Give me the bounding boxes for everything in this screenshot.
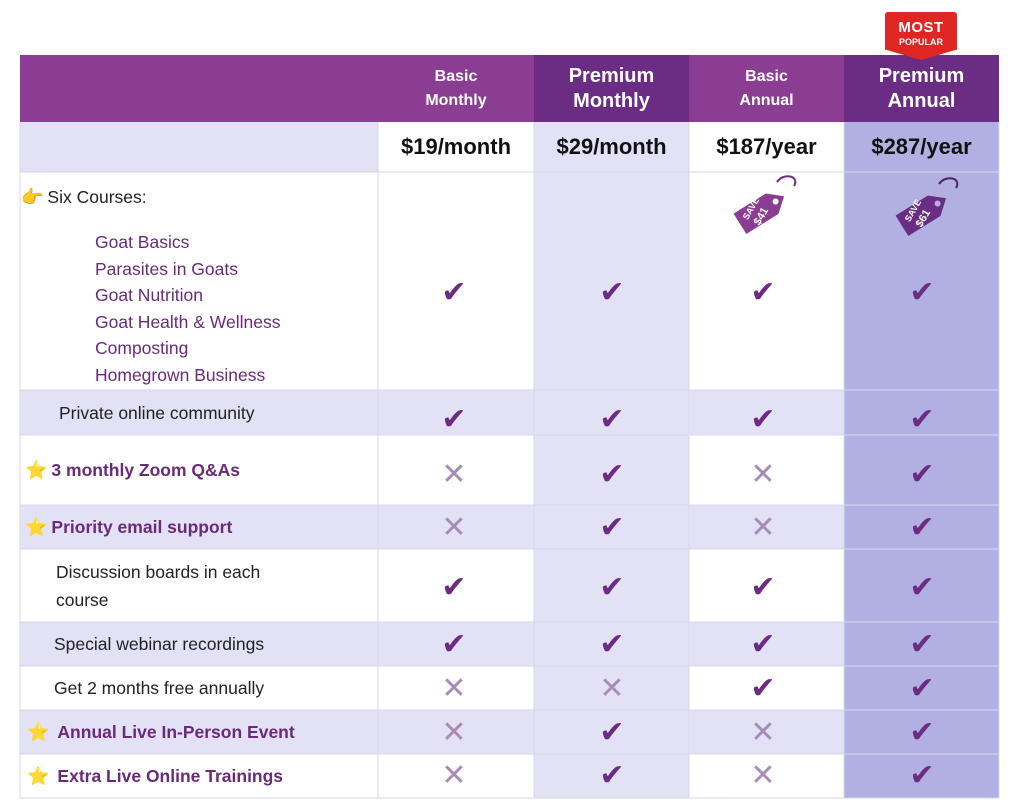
check-icon: ✔ xyxy=(599,627,625,662)
check-icon: ✔ xyxy=(599,758,625,793)
feature-private-community: Private online community xyxy=(21,392,377,435)
plan-header-basic-annual: Basic Annual xyxy=(689,55,844,122)
course-item: Goat Basics xyxy=(95,232,190,252)
check-icon: ✔ xyxy=(750,671,776,706)
check-icon: ✔ xyxy=(599,715,625,750)
cross-icon: ✕ xyxy=(750,715,776,750)
plan-name: Basic Annual xyxy=(739,67,794,109)
feature-zoom-qa: ⭐ 3 monthly Zoom Q&As xyxy=(21,436,377,505)
cross-icon: ✕ xyxy=(441,510,467,545)
price-premium-annual: $287/year xyxy=(871,134,972,159)
feature-label: Annual Live In-Person Event xyxy=(57,722,295,742)
feature-discussion-boards: Discussion boards in each course xyxy=(21,550,377,622)
feature-label: 3 monthly Zoom Q&As xyxy=(51,460,241,480)
check-icon: ✔ xyxy=(441,402,467,437)
check-icon: ✔ xyxy=(909,510,935,545)
cross-icon: ✕ xyxy=(441,457,467,492)
plan-header-premium-annual: Premium Annual xyxy=(844,55,999,122)
check-icon: ✔ xyxy=(909,275,935,310)
course-item: Homegrown Business xyxy=(95,364,266,385)
check-icon: ✔ xyxy=(441,275,467,310)
check-icon: ✔ xyxy=(441,570,467,605)
check-icon: ✔ xyxy=(750,402,776,437)
cross-icon: ✕ xyxy=(750,510,776,545)
feature-label: Special webinar recordings xyxy=(54,634,265,654)
price-tag-icon: SAVE $41 xyxy=(722,170,802,234)
check-icon: ✔ xyxy=(599,570,625,605)
most-popular-badge: MOST POPULAR xyxy=(885,12,957,60)
price-premium-monthly: $29/month xyxy=(556,134,667,159)
plan-name: Premium Annual xyxy=(878,64,965,112)
check-icon: ✔ xyxy=(750,570,776,605)
course-item: Composting xyxy=(95,338,189,358)
check-icon: ✔ xyxy=(750,627,776,662)
star-icon: ⭐ xyxy=(27,766,50,786)
check-icon: ✔ xyxy=(909,715,935,750)
star-icon: ⭐ xyxy=(27,722,50,742)
check-icon: ✔ xyxy=(909,402,935,437)
feature-webinar-recordings: Special webinar recordings xyxy=(21,623,377,666)
check-icon: ✔ xyxy=(750,275,776,310)
feature-label: Get 2 months free annually xyxy=(54,678,265,698)
ribbon-shape xyxy=(885,12,957,60)
price-tag-icon: SAVE $61 xyxy=(884,172,964,236)
feature-label: Priority email support xyxy=(51,517,233,537)
point-right-icon: 👉 xyxy=(21,186,44,207)
feature-label: Private online community xyxy=(59,403,255,423)
plan-header-premium-monthly: Premium Monthly xyxy=(534,55,689,122)
cross-icon: ✕ xyxy=(441,671,467,706)
plan-header-basic-monthly: Basic Monthly xyxy=(378,55,534,122)
six-courses-heading: 👉 Six Courses: xyxy=(21,182,377,212)
course-list: Goat Basics Parasites in Goats Goat Nutr… xyxy=(95,229,280,388)
course-item: Goat Nutrition xyxy=(95,285,203,305)
check-icon: ✔ xyxy=(909,627,935,662)
course-item: Parasites in Goats xyxy=(95,258,238,279)
badge-line1: MOST xyxy=(898,19,944,36)
check-icon: ✔ xyxy=(599,275,625,310)
plan-name: Premium Monthly xyxy=(568,64,655,112)
cross-icon: ✕ xyxy=(750,758,776,793)
cross-icon: ✕ xyxy=(441,715,467,750)
cross-icon: ✕ xyxy=(441,758,467,793)
feature-in-person-event: ⭐ Annual Live In-Person Event xyxy=(21,711,377,754)
feature-label: Discussion boards in each course xyxy=(56,562,261,610)
price-basic-annual: $187/year xyxy=(716,134,817,159)
check-icon: ✔ xyxy=(599,457,625,492)
feature-two-months-free: Get 2 months free annually xyxy=(21,667,377,710)
feature-label: Extra Live Online Trainings xyxy=(57,766,284,786)
course-item: Goat Health & Wellness xyxy=(95,311,281,332)
plan-name: Basic Monthly xyxy=(425,67,487,109)
check-icon: ✔ xyxy=(599,402,625,437)
feature-priority-email: ⭐ Priority email support xyxy=(21,506,377,549)
star-icon: ⭐ xyxy=(25,460,48,480)
check-icon: ✔ xyxy=(441,627,467,662)
cross-icon: ✕ xyxy=(750,457,776,492)
check-icon: ✔ xyxy=(599,510,625,545)
star-icon: ⭐ xyxy=(25,517,48,537)
badge-line2: POPULAR xyxy=(898,37,943,47)
check-icon: ✔ xyxy=(909,671,935,706)
feature-online-trainings: ⭐ Extra Live Online Trainings xyxy=(21,755,377,798)
price-basic-monthly: $19/month xyxy=(400,134,512,159)
courses-heading-label: Six Courses: xyxy=(47,186,147,207)
check-icon: ✔ xyxy=(909,570,935,605)
cross-icon: ✕ xyxy=(599,671,625,706)
check-icon: ✔ xyxy=(909,758,935,793)
check-icon: ✔ xyxy=(909,457,935,492)
